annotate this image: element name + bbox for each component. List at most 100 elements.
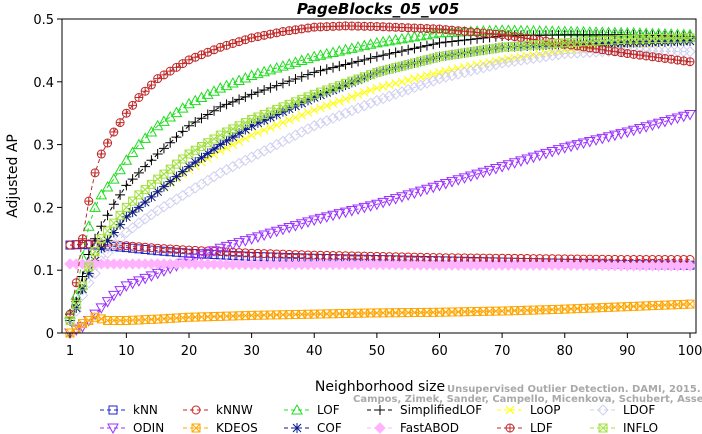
point-ldof-42 xyxy=(321,115,333,127)
point-odin-13 xyxy=(139,273,152,285)
point-simplifiedlof-35 xyxy=(277,78,288,89)
point-odin-98 xyxy=(671,113,684,125)
x-tick-label-90: 90 xyxy=(619,344,636,359)
point-odin-56 xyxy=(408,188,421,199)
point-knnw-8 xyxy=(109,240,119,250)
point-ldf-5-cross xyxy=(91,168,100,177)
point-simplifiedlof-59 xyxy=(428,39,439,50)
point-inflo-4 xyxy=(84,262,94,272)
point-cof-32 xyxy=(259,115,270,126)
point-lof-59 xyxy=(427,27,440,39)
point-ldof-65 xyxy=(465,65,477,77)
point-loop-35 xyxy=(278,118,288,127)
y-tick-label-0-5: 0.5 xyxy=(33,13,54,28)
point-lof-52 xyxy=(383,34,396,46)
point-lof-4 xyxy=(82,220,95,231)
point-ldof-67 xyxy=(477,61,490,74)
legend-item-lof: LOF xyxy=(284,403,340,417)
point-odin-61 xyxy=(439,179,452,190)
point-ldof-35 xyxy=(277,135,289,148)
point-simplifiedlof-37 xyxy=(290,73,301,84)
point-lof-53 xyxy=(389,33,402,45)
point-odin-23 xyxy=(201,248,214,260)
x-tick-label-80: 80 xyxy=(556,344,573,359)
legend-label-loop: LoOP xyxy=(530,403,561,417)
point-simplifiedlof-63 xyxy=(453,35,464,46)
point-cof-98 xyxy=(672,36,683,47)
series-line-inflo xyxy=(69,37,691,321)
point-odin-10 xyxy=(120,281,133,292)
point-simplifiedlof-8 xyxy=(108,199,119,210)
point-loop-54 xyxy=(397,77,407,87)
point-knnw-28 xyxy=(234,248,244,258)
point-knnw-11 xyxy=(128,241,138,251)
x-tick-label-10: 10 xyxy=(118,344,135,359)
point-lof-7 xyxy=(101,180,114,192)
point-loop-34 xyxy=(272,120,282,130)
point-simplifiedlof-61 xyxy=(440,37,451,48)
point-knnw-29 xyxy=(240,248,250,258)
point-odin-25 xyxy=(214,243,227,255)
legend-label-lof: LOF xyxy=(317,403,340,417)
point-odin-50 xyxy=(371,199,383,211)
point-odin-100 xyxy=(684,109,696,121)
point-ldf-17-cross xyxy=(166,67,175,76)
point-ldof-68 xyxy=(483,60,496,72)
point-knnw-19 xyxy=(178,245,188,255)
point-odin-37 xyxy=(289,221,302,232)
point-inflo-100 xyxy=(685,33,695,43)
point-ldf-4 xyxy=(84,196,94,206)
legend-marker-ldf xyxy=(505,423,515,433)
point-ldof-60 xyxy=(433,72,446,85)
point-cof-20 xyxy=(183,161,194,172)
point-knnw-30 xyxy=(247,248,257,258)
point-ldf-14 xyxy=(146,80,156,90)
point-ldf-4-cross xyxy=(84,197,93,206)
point-knnw-2 xyxy=(71,239,81,249)
point-ldof-23 xyxy=(202,174,214,187)
point-cof-88 xyxy=(609,38,620,49)
point-ldf-100 xyxy=(685,57,695,67)
point-odin-58 xyxy=(421,184,433,196)
point-ldof-66 xyxy=(471,63,483,75)
point-ldof-48 xyxy=(358,99,371,112)
point-odin-36 xyxy=(283,222,296,234)
legend-marker-knnw xyxy=(191,405,201,415)
point-lof-50 xyxy=(371,36,383,48)
point-cof-40 xyxy=(309,92,320,103)
point-ldof-53 xyxy=(389,88,402,100)
point-ldf-6-cross xyxy=(97,150,106,159)
point-cof-97 xyxy=(666,36,677,47)
point-simplifiedlof-10 xyxy=(121,180,132,191)
point-odin-7 xyxy=(101,297,114,308)
point-loop-36 xyxy=(284,115,294,125)
point-odin-90 xyxy=(621,127,634,139)
point-odin-59 xyxy=(427,182,440,194)
series-kdeos xyxy=(65,299,695,338)
point-kdeos-100 xyxy=(685,299,695,309)
legend-marker-fastabod xyxy=(374,422,386,434)
point-cof-43 xyxy=(328,84,339,95)
point-simplifiedlof-53 xyxy=(390,47,401,58)
legend-label-ldf: LDF xyxy=(530,421,553,434)
point-odin-24 xyxy=(208,246,220,257)
point-ldof-77 xyxy=(540,50,552,63)
point-simplifiedlof-52 xyxy=(384,48,395,59)
point-cof-13 xyxy=(140,197,151,208)
point-odin-63 xyxy=(452,175,465,186)
point-ldof-19 xyxy=(177,189,189,202)
point-ldof-2 xyxy=(70,305,82,317)
point-odin-99 xyxy=(677,111,690,123)
point-simplifiedlof-33 xyxy=(265,82,276,93)
point-cof-34 xyxy=(271,109,282,120)
point-odin-40 xyxy=(308,215,321,226)
series-fastabod xyxy=(64,258,696,272)
point-inflo-1 xyxy=(65,315,75,325)
point-loop-29 xyxy=(241,133,250,143)
point-knnw-26 xyxy=(222,247,232,257)
point-odin-51 xyxy=(377,197,389,209)
point-simplifiedlof-5 xyxy=(90,233,101,244)
point-knnw-27 xyxy=(228,247,238,257)
legend-item-loop: LoOP xyxy=(497,403,561,417)
point-ldof-30 xyxy=(245,151,258,163)
